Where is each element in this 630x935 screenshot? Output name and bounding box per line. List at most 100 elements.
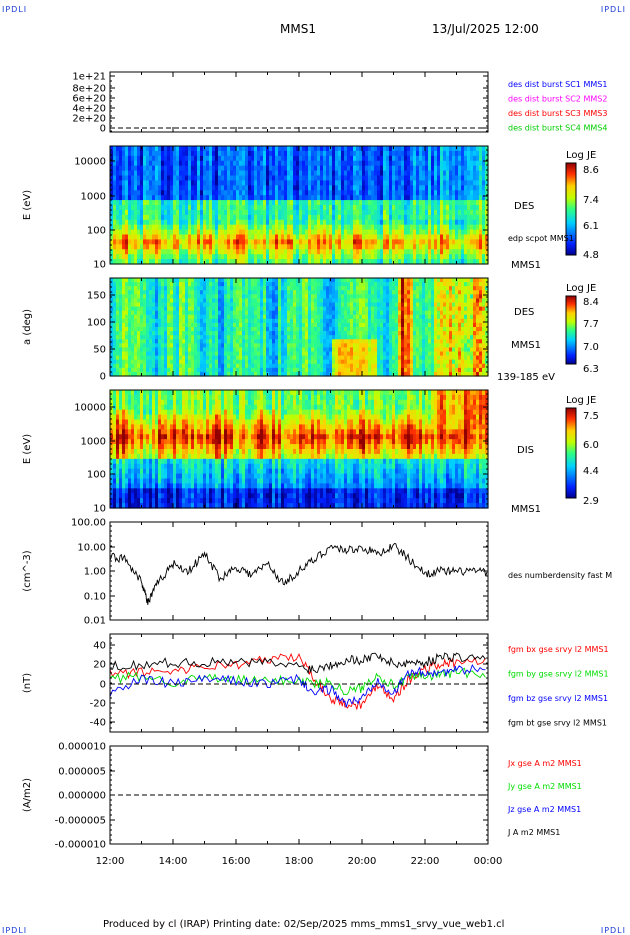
spectrogram-cell [200, 347, 204, 353]
spectrogram-cell [452, 185, 456, 191]
spectrogram-cell [320, 343, 324, 349]
spectrogram-cell [293, 343, 297, 349]
spectrogram-cell [263, 282, 267, 287]
spectrogram-cell [182, 259, 186, 265]
spectrogram-cell [326, 371, 330, 377]
spectrogram-cell [233, 150, 237, 157]
spectrogram-cell [152, 244, 156, 250]
spectrogram-cell [200, 155, 204, 162]
spectrogram-cell [209, 327, 213, 332]
spectrogram-cell [239, 180, 243, 186]
spectrogram-cell [239, 146, 243, 152]
spectrogram-cell [449, 165, 453, 172]
spectrogram-cell [113, 286, 117, 291]
spectrogram-cell [191, 190, 195, 196]
spectrogram-cell [335, 298, 339, 304]
spectrogram-cell [227, 282, 231, 287]
spectrogram-cell [353, 146, 357, 152]
spectrogram-cell [167, 327, 171, 332]
spectrogram-cell [290, 286, 294, 291]
spectrogram-cell [314, 322, 318, 328]
spectrogram-cell [116, 367, 120, 373]
spectrogram-cell [167, 214, 171, 221]
spectrogram-cell [356, 229, 360, 236]
datetime-title: 13/Jul/2025 12:00 [432, 22, 539, 36]
spectrogram-cell [467, 155, 471, 162]
spectrogram-cell [263, 302, 267, 308]
spectrogram-cell [287, 351, 291, 357]
spectrogram-cell [338, 355, 342, 361]
spectrogram-cell [320, 302, 324, 308]
spectrogram-cell [329, 367, 333, 373]
spectrogram-cell [254, 254, 258, 260]
spectrogram-cell [434, 239, 438, 245]
spectrogram-cell [245, 209, 249, 216]
spectrogram-cell [206, 229, 210, 236]
spectrogram-cell [329, 205, 333, 211]
spectrogram-cell [179, 214, 183, 221]
spectrogram-cell [143, 298, 147, 304]
spectrogram-cell [209, 294, 213, 300]
spectrogram-cell [386, 200, 390, 206]
spectrogram-cell [359, 160, 363, 167]
spectrogram-cell [359, 229, 363, 236]
spectrogram-cell [176, 165, 180, 172]
spectrogram-cell [410, 254, 414, 260]
spectrogram-cell [461, 229, 465, 236]
spectrogram-cell [347, 371, 351, 377]
spectrogram-cell [254, 224, 258, 231]
spectrogram-cell [218, 254, 222, 260]
spectrogram-cell [194, 302, 198, 308]
spectrogram-cell [398, 155, 402, 162]
spectrogram-cell [182, 254, 186, 260]
spectrogram-cell [116, 327, 120, 332]
spectrogram-cell [119, 286, 123, 291]
spectrogram-cell [305, 278, 309, 283]
spectrogram-cell [179, 229, 183, 236]
spectrogram-cell [140, 322, 144, 328]
spectrogram-cell [443, 146, 447, 152]
spectrogram-cell [290, 282, 294, 287]
spectrogram-cell [293, 244, 297, 250]
spectrogram-cell [140, 209, 144, 216]
spectrogram-cell [404, 234, 408, 241]
spectrogram-cell [221, 294, 225, 300]
spectrogram-cell [416, 175, 420, 182]
spectrogram-cell [401, 165, 405, 172]
spectrogram-cell [245, 200, 249, 206]
spectrogram-cell [299, 314, 303, 320]
spectrogram-cell [110, 249, 114, 255]
spectrogram-cell [209, 185, 213, 191]
spectrogram-cell [446, 185, 450, 191]
spectrogram-cell [188, 219, 192, 226]
spectrogram-cell [263, 367, 267, 373]
spectrogram-cell [137, 347, 141, 353]
spectrogram-cell [254, 367, 258, 373]
spectrogram-cell [365, 214, 369, 221]
spectrogram-cell [236, 363, 240, 369]
spectrogram-cell [113, 200, 117, 206]
spectrogram-cell [137, 343, 141, 349]
spectrogram-cell [158, 259, 162, 265]
spectrogram-cell [332, 298, 336, 304]
spectrogram-cell [155, 185, 159, 191]
spectrogram-cell [248, 286, 252, 291]
spectrogram-cell [158, 195, 162, 201]
spectrogram-cell [344, 286, 348, 291]
spectrogram-cell [128, 209, 132, 216]
spectrogram-cell [212, 310, 216, 316]
spectrogram-cell [146, 224, 150, 231]
spectrogram-cell [299, 160, 303, 167]
spectrogram-cell [110, 322, 114, 328]
spectrogram-cell [191, 195, 195, 201]
spectrogram-cell [425, 195, 429, 201]
spectrogram-cell [290, 146, 294, 152]
spectrogram-cell [341, 363, 345, 369]
spectrogram-cell [200, 254, 204, 260]
spectrogram-cell [236, 195, 240, 201]
spectrogram-cell [437, 244, 441, 250]
spectrogram-cell [209, 165, 213, 172]
spectrogram-cell [230, 254, 234, 260]
spectrogram-cell [359, 205, 363, 211]
spectrogram-cell [377, 146, 381, 152]
